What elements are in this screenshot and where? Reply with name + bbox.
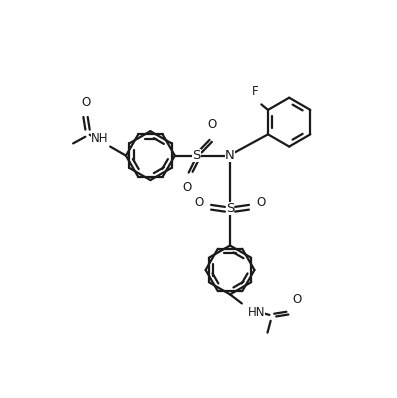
Text: F: F <box>252 85 258 98</box>
Text: HN: HN <box>248 306 265 319</box>
Text: N: N <box>225 149 235 162</box>
Text: O: O <box>257 197 266 209</box>
Text: NH: NH <box>91 132 108 144</box>
Text: O: O <box>183 181 192 194</box>
Text: O: O <box>208 118 217 131</box>
Text: O: O <box>194 197 203 209</box>
Text: O: O <box>81 96 91 109</box>
Text: S: S <box>192 149 201 162</box>
Text: S: S <box>226 202 234 215</box>
Text: O: O <box>293 293 302 306</box>
